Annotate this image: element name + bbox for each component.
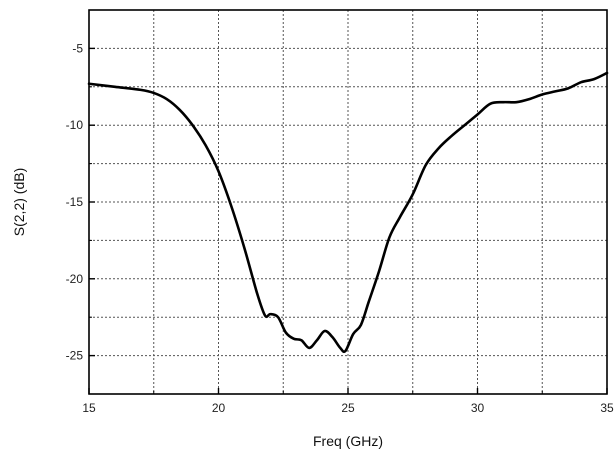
grid-layer xyxy=(89,10,607,394)
tick-layer: 15 20 25 30 35 -5 -10 -15 -20 -25 xyxy=(66,41,614,415)
x-tick-label: 35 xyxy=(600,401,614,415)
x-tick-label: 15 xyxy=(82,401,96,415)
y-axis-title: S(2,2) (dB) xyxy=(11,168,27,236)
x-tick-label: 25 xyxy=(341,401,355,415)
y-tick-label: -25 xyxy=(66,349,84,363)
y-tick-label: -10 xyxy=(66,118,84,132)
y-tick-label: -20 xyxy=(66,272,84,286)
x-axis-title: Freq (GHz) xyxy=(313,433,383,449)
y-tick-label: -5 xyxy=(72,41,83,55)
series-line xyxy=(87,71,609,354)
y-tick-label: -15 xyxy=(66,195,84,209)
x-tick-label: 20 xyxy=(212,401,226,415)
x-tick-label: 30 xyxy=(471,401,485,415)
